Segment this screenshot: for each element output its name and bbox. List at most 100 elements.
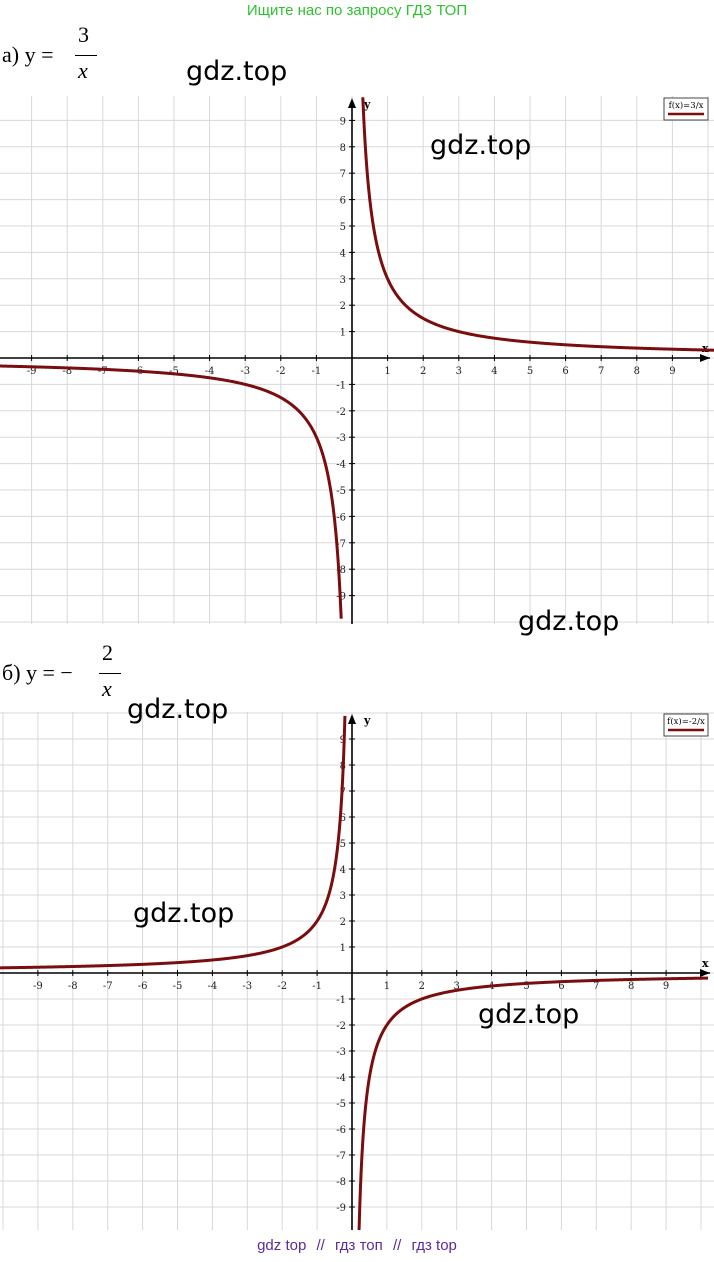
legend-label: f(x)=-2/x [667,716,705,727]
x-tick-label: -4 [205,366,215,377]
x-tick-label: 9 [663,981,669,992]
watermark-4: gdz.top [127,694,229,725]
y-axis-arrow [348,98,356,108]
y-tick-label: 8 [340,143,346,154]
x-tick-label: 1 [384,366,390,377]
x-tick-label: 5 [523,981,529,992]
curve-branch-right [361,97,714,352]
y-tick-label: -1 [336,380,346,391]
x-tick-label: -8 [62,366,72,377]
y-tick-label: 4 [340,865,346,876]
problem-b-heading: б) y = − 2 x [2,640,142,710]
footer-link-gdz-top-ru[interactable]: гдз топ [335,1237,383,1254]
x-tick-label: -1 [312,981,322,992]
x-tick-label: -9 [27,366,37,377]
x-tick-label: 1 [384,981,390,992]
x-tick-label: 6 [558,981,564,992]
x-tick-label: -2 [276,366,286,377]
x-tick-label: -5 [173,981,183,992]
y-tick-label: 2 [340,301,346,312]
problem-a-numerator: 3 [78,22,89,47]
y-tick-label: -4 [336,460,346,471]
grid [0,96,714,624]
x-tick-label: 2 [419,981,425,992]
x-tick-label: -2 [277,981,287,992]
y-tick-label: 2 [340,917,346,928]
problem-b-denominator: x [102,676,112,701]
x-tick-label: -6 [138,981,148,992]
y-tick-label: -6 [336,512,346,523]
y-axis-arrow [348,714,356,724]
x-tick-label: 4 [491,366,497,377]
x-tick-label: 5 [527,366,533,377]
x-tick-label: -5 [169,366,179,377]
x-axis-arrow [700,969,710,977]
y-tick-label: -7 [336,539,346,550]
y-tick-label: -8 [336,565,346,576]
watermark-2: gdz.top [430,130,532,161]
curve-branch-right [357,976,709,1230]
x-tick-label: 9 [669,366,675,377]
y-axis-label: y [363,98,371,111]
y-tick-label: 7 [340,169,346,180]
x-tick-label: -7 [98,366,108,377]
y-tick-label: -2 [336,407,346,418]
footer-link-gdz-top[interactable]: gdz top [257,1237,307,1254]
x-tick-label: 7 [593,981,599,992]
x-axis-label: x [702,957,709,970]
problem-a-label: а) y = [2,42,54,67]
y-tick-label: -9 [336,1203,346,1214]
x-tick-label: 8 [628,981,634,992]
problem-a-fraction-bar [75,55,97,57]
y-tick-label: 9 [340,116,346,127]
x-tick-label: 8 [634,366,640,377]
x-tick-label: -9 [33,981,43,992]
y-tick-label: 3 [340,275,346,286]
y-tick-label: 1 [340,328,346,339]
y-tick-label: -7 [336,1151,346,1162]
footer-separator: // [316,1237,325,1254]
grid [0,712,714,1230]
y-axis-label: y [363,714,371,727]
x-tick-label: -3 [242,981,252,992]
y-tick-label: 4 [340,248,346,259]
x-tick-label: -8 [68,981,78,992]
top-banner[interactable]: Ищите нас по запросу ГДЗ ТОП [246,2,468,19]
footer-link-gdz-top-mixed[interactable]: гдз top [411,1237,457,1254]
chart-a: x y -9 -8 -7 -6 -5 -4 -3 -2 -1 1 2 3 4 5 6 7 8 9 9 8 7 6 5 4 3 2 1 -1… [0,96,714,624]
problem-a-denominator: x [78,58,88,83]
x-axis-label: x [702,342,709,355]
legend-label: f(x)=3/x [669,100,704,111]
x-tick-label: 2 [420,366,426,377]
y-tick-label: 6 [340,196,346,207]
watermark-5: gdz.top [133,898,235,929]
y-tick-label: -8 [336,1177,346,1188]
y-tick-label: 6 [340,813,346,824]
problem-b-numerator: 2 [102,640,113,665]
watermark-6: gdz.top [478,999,580,1030]
x-tick-label: 7 [598,366,604,377]
x-tick-label: -3 [240,366,250,377]
y-tick-label: 5 [340,839,346,850]
x-tick-label: -1 [312,366,322,377]
y-tick-label: -4 [336,1073,346,1084]
y-tick-label: 3 [340,891,346,902]
problem-a-heading: а) y = 3 x [2,22,122,92]
y-tick-label: -5 [336,1099,346,1110]
footer-separator: // [392,1237,402,1254]
y-tick-label: -1 [336,995,346,1006]
problem-b-label: б) y = − [2,660,73,685]
y-tick-label: -3 [336,1047,346,1058]
curve-branch-left [0,364,343,619]
watermark-3: gdz.top [518,606,620,637]
y-tick-label: -6 [336,1125,346,1136]
problem-b-fraction-bar [99,673,121,675]
x-tick-label: 3 [456,366,462,377]
y-tick-label: 1 [340,943,346,954]
x-tick-label: 3 [454,981,460,992]
y-tick-label: -5 [336,486,346,497]
x-axis-arrow [700,354,710,362]
curve-branch-left [0,715,347,970]
chart-b: xy-9 -8 -7 -6 -5 -4 -3 -2 -1 1 2 3 4 5 6 7 8 9987654321-1… [0,712,714,1230]
y-tick-label: 5 [340,222,346,233]
